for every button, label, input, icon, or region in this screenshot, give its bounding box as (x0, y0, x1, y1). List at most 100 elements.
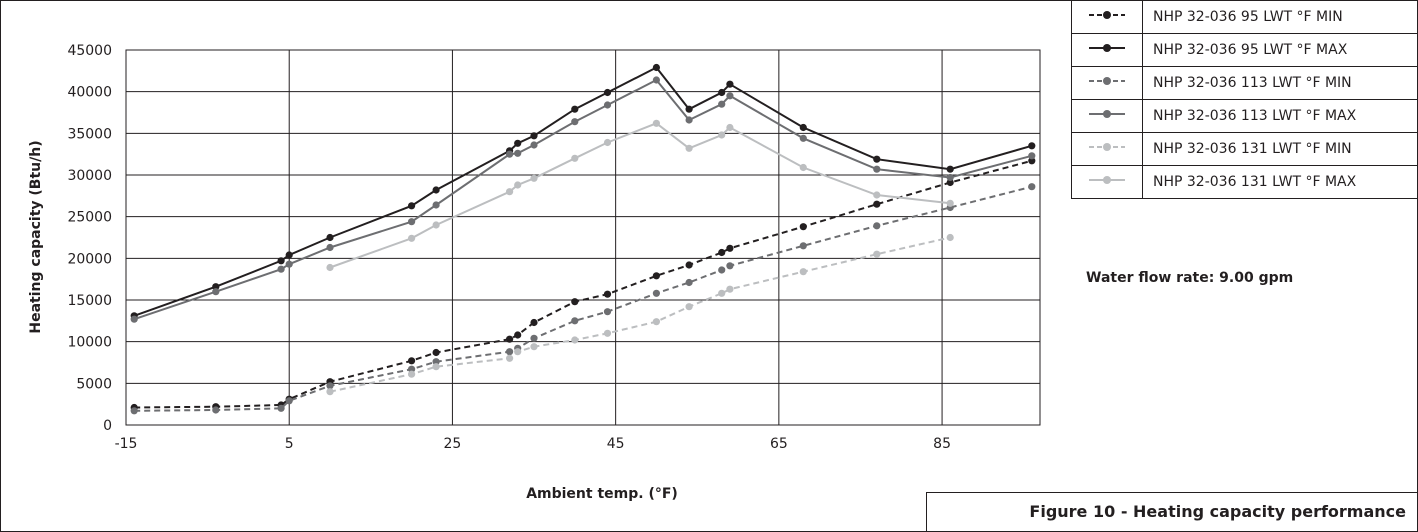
series-2 (130, 183, 1036, 415)
plot-area-border (125, 49, 1041, 426)
data-point (326, 263, 334, 272)
y-tick-label: 0 (103, 418, 112, 434)
data-point (571, 298, 579, 306)
legend-symbol (1071, 165, 1143, 199)
data-point (212, 406, 220, 414)
data-point (506, 150, 514, 158)
data-point (277, 404, 285, 412)
legend-entry: NHP 32-036 131 LWT °F MAX (1071, 165, 1418, 199)
data-point (718, 266, 726, 274)
data-point (799, 242, 807, 250)
y-axis-title: Heating capacity (Btu/h) (28, 140, 44, 333)
data-point (530, 318, 538, 327)
data-point (685, 303, 693, 311)
legend-entry: NHP 32-036 113 LWT °F MAX (1071, 99, 1418, 133)
data-point (506, 335, 514, 343)
data-point (285, 251, 293, 259)
data-point (212, 288, 220, 296)
data-point (685, 261, 693, 269)
data-point (277, 265, 285, 273)
data-point (432, 358, 440, 366)
data-point (514, 331, 522, 339)
grid (125, 49, 1041, 426)
data-point (652, 119, 661, 127)
data-point (718, 248, 726, 257)
legend-marker-icon (1089, 143, 1125, 151)
y-tick-label: 20000 (67, 251, 112, 267)
data-point (530, 334, 538, 342)
data-point (506, 348, 514, 356)
data-point (603, 101, 612, 109)
data-point (212, 283, 220, 291)
y-tick-label: 10000 (67, 335, 112, 351)
data-point (571, 336, 579, 344)
legend-marker-icon (1089, 176, 1125, 184)
x-tick-label: 45 (607, 436, 625, 452)
x-tick-label: 85 (933, 436, 951, 452)
data-point (685, 278, 693, 287)
data-point (946, 233, 954, 242)
legend-entry: NHP 32-036 95 LWT °F MAX (1071, 33, 1418, 67)
data-point (506, 188, 514, 196)
data-point (726, 123, 734, 132)
y-tick-label: 5000 (76, 376, 112, 392)
series-5 (326, 119, 954, 272)
series-line (134, 159, 1033, 409)
data-point (326, 243, 334, 252)
data-point (432, 221, 440, 229)
series-0 (130, 157, 1036, 412)
legend-label: NHP 32-036 131 LWT °F MAX (1142, 165, 1418, 199)
data-point (408, 365, 416, 373)
data-point (408, 357, 416, 365)
series-1 (130, 63, 1036, 320)
data-point (514, 149, 522, 157)
y-tick-label: 30000 (67, 168, 112, 184)
data-point (408, 370, 416, 378)
data-point (718, 289, 726, 297)
data-point (726, 244, 734, 252)
data-point (652, 63, 661, 72)
data-point (799, 223, 807, 231)
y-tick-label: 35000 (67, 126, 112, 142)
legend-label: NHP 32-036 113 LWT °F MAX (1142, 99, 1418, 133)
data-point (718, 100, 726, 108)
y-tick-label: 40000 (67, 85, 112, 101)
legend-label: NHP 32-036 113 LWT °F MIN (1142, 66, 1418, 100)
data-point (685, 105, 693, 113)
x-tick-label: -15 (115, 436, 138, 452)
data-point (799, 163, 807, 172)
data-point (685, 144, 693, 152)
data-point (326, 233, 334, 242)
data-point (652, 272, 661, 280)
data-point (726, 92, 734, 100)
series-line (133, 78, 1033, 321)
data-point (1028, 142, 1036, 150)
y-tick-label: 25000 (67, 210, 112, 226)
data-point (326, 388, 334, 396)
data-point (946, 178, 954, 187)
data-point (432, 201, 440, 209)
legend-marker-icon (1089, 110, 1125, 118)
data-point (726, 80, 734, 88)
legend-marker-icon (1089, 11, 1125, 19)
y-tick-label: 45000 (67, 43, 112, 59)
legend-marker-icon (1089, 77, 1125, 85)
y-tick-label: 15000 (67, 293, 112, 309)
legend-symbol (1071, 132, 1143, 166)
data-point (506, 354, 514, 362)
data-point (718, 88, 726, 97)
data-point (726, 285, 734, 293)
legend-marker-icon (1089, 44, 1125, 52)
data-point (799, 268, 807, 276)
legend-entry: NHP 32-036 113 LWT °F MIN (1071, 66, 1418, 100)
legend-symbol (1071, 99, 1143, 133)
data-point (1028, 183, 1036, 191)
data-point (873, 165, 881, 173)
data-point (571, 105, 579, 113)
data-point (873, 250, 881, 258)
water-flow-note: Water flow rate: 9.00 gpm (1086, 270, 1294, 286)
legend-label: NHP 32-036 95 LWT °F MIN (1142, 0, 1418, 34)
data-point (946, 199, 954, 207)
data-point (799, 123, 807, 132)
